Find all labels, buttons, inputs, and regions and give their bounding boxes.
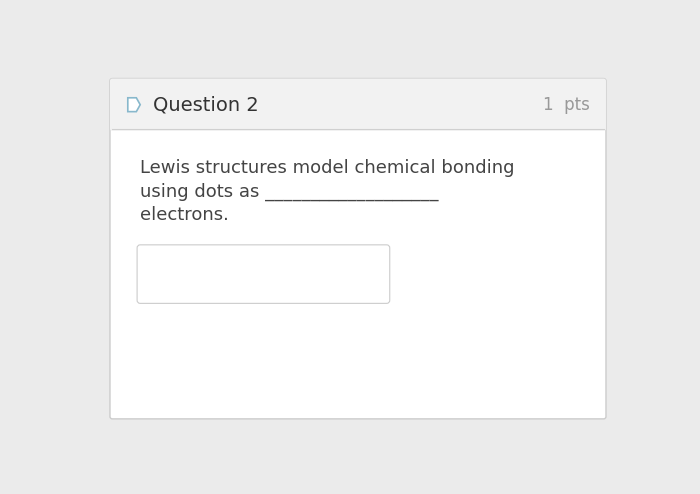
Text: using dots as ___________________: using dots as ___________________ — [140, 182, 439, 201]
Text: Lewis structures model chemical bonding: Lewis structures model chemical bonding — [140, 160, 514, 177]
Text: 1  pts: 1 pts — [542, 96, 589, 114]
Bar — [112, 123, 603, 130]
FancyBboxPatch shape — [110, 79, 606, 131]
Text: electrons.: electrons. — [140, 206, 229, 224]
FancyBboxPatch shape — [137, 245, 390, 303]
Text: Question 2: Question 2 — [153, 95, 258, 114]
FancyBboxPatch shape — [110, 79, 606, 419]
Polygon shape — [128, 98, 140, 112]
